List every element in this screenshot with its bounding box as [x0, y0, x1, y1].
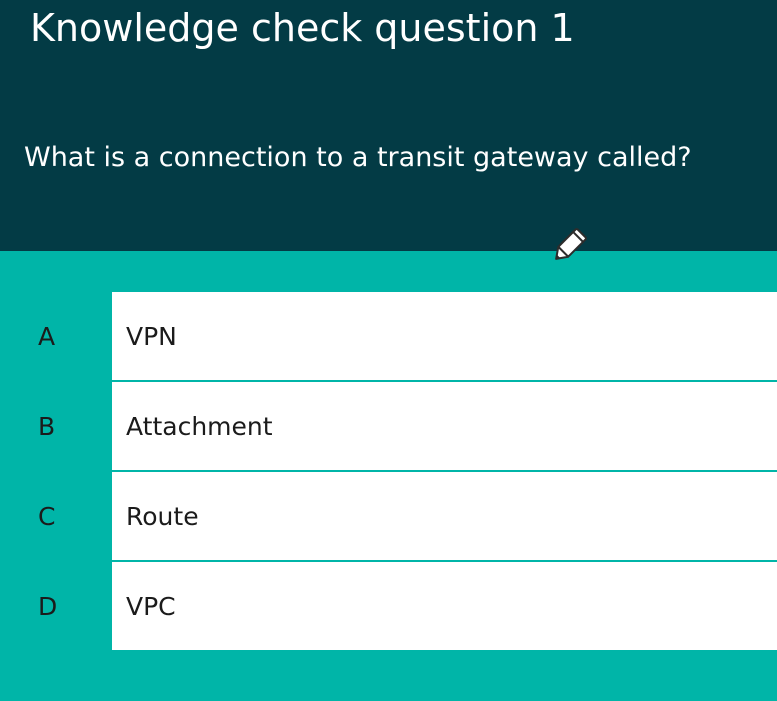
- option-letter: B: [38, 412, 56, 441]
- option-letter: C: [38, 502, 56, 531]
- option-letter: A: [38, 322, 56, 351]
- answer-option-c[interactable]: C Route: [0, 472, 777, 562]
- answer-option-d[interactable]: D VPC: [0, 562, 777, 652]
- answer-option-a[interactable]: A VPN: [0, 292, 777, 382]
- answer-option-b[interactable]: B Attachment: [0, 382, 777, 472]
- option-letter: D: [38, 592, 58, 621]
- option-text: VPN: [126, 322, 177, 351]
- option-box[interactable]: VPC: [112, 562, 777, 650]
- quiz-title: Knowledge check question 1: [30, 6, 575, 50]
- option-box[interactable]: Route: [112, 472, 777, 560]
- option-box[interactable]: VPN: [112, 292, 777, 380]
- option-text: Attachment: [126, 412, 273, 441]
- answer-options: A VPN B Attachment C Route D VPC: [0, 292, 777, 652]
- question-header: Knowledge check question 1 What is a con…: [0, 0, 777, 251]
- option-box[interactable]: Attachment: [112, 382, 777, 470]
- option-text: VPC: [126, 592, 176, 621]
- pencil-icon[interactable]: [547, 220, 595, 268]
- option-text: Route: [126, 502, 199, 531]
- question-text: What is a connection to a transit gatewa…: [24, 142, 692, 173]
